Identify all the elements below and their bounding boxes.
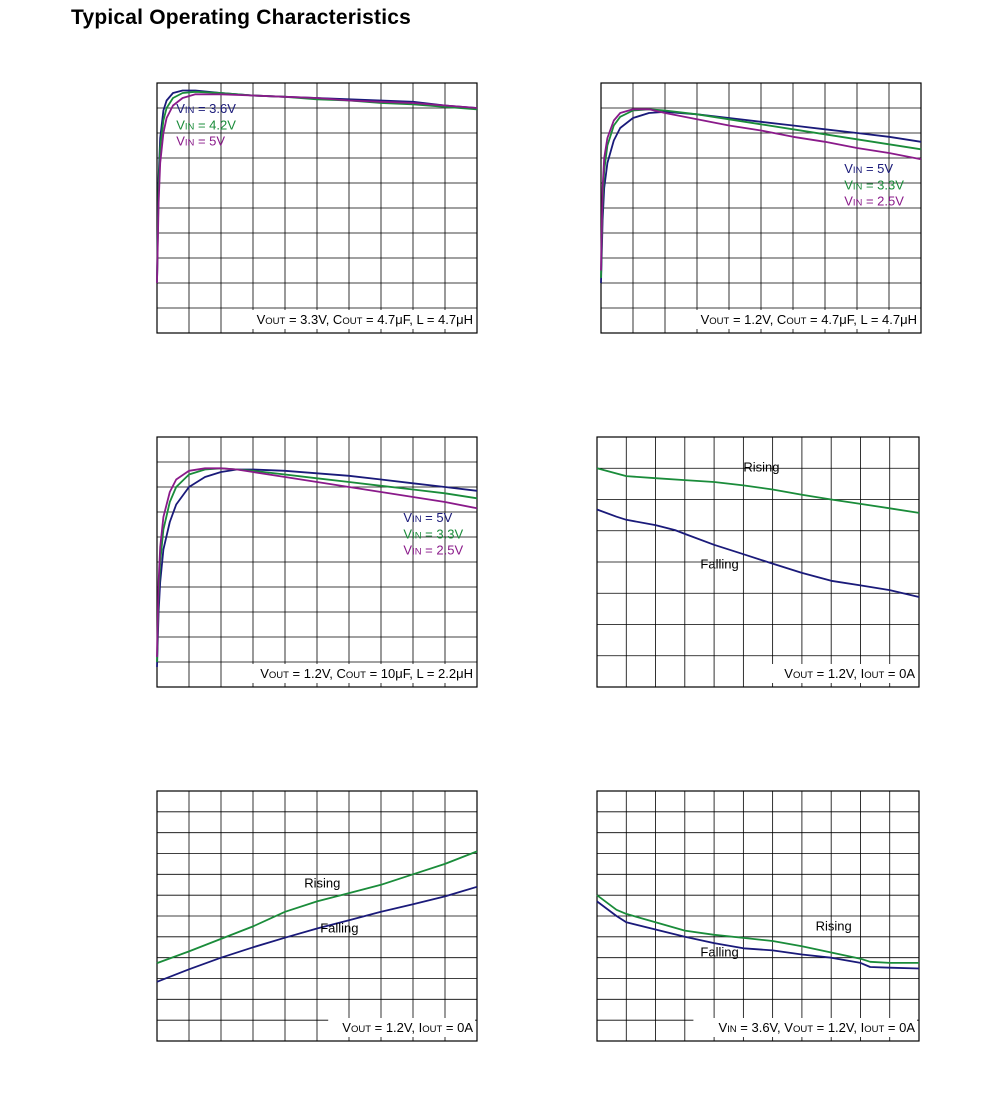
series-label: VIN = 2.5V bbox=[403, 543, 463, 558]
condition-background bbox=[238, 310, 475, 329]
series-label: Falling bbox=[320, 921, 358, 936]
series-line-1 bbox=[156, 850, 478, 964]
page-title: Typical Operating Characteristics bbox=[71, 6, 411, 29]
series-label: VIN = 5V bbox=[844, 161, 893, 176]
condition-background bbox=[245, 664, 475, 683]
condition-background bbox=[770, 664, 917, 683]
series-line-2 bbox=[596, 900, 920, 970]
series-line-1 bbox=[596, 467, 920, 514]
test-condition-note: VOUT = 1.2V, IOUT = 0A bbox=[342, 1020, 473, 1035]
series-label: VIN = 3.3V bbox=[844, 177, 904, 192]
series-label: VIN = 5V bbox=[176, 134, 225, 149]
series-line-3 bbox=[600, 108, 922, 271]
series-label: Falling bbox=[700, 945, 738, 960]
series-line-2 bbox=[596, 508, 920, 598]
series-label: Rising bbox=[743, 459, 779, 474]
series-line-1 bbox=[156, 468, 478, 668]
test-condition-note: VOUT = 1.2V, IOUT = 0A bbox=[784, 666, 915, 681]
series-label: VIN = 2.5V bbox=[844, 194, 904, 209]
condition-background bbox=[693, 1018, 917, 1037]
series-line-1 bbox=[600, 110, 922, 284]
series-line-3 bbox=[156, 93, 478, 284]
series-line-2 bbox=[156, 885, 478, 983]
test-condition-note: VIN = 3.6V, VOUT = 1.2V, IOUT = 0A bbox=[719, 1020, 916, 1035]
plot-frame bbox=[156, 436, 478, 688]
plot-frame bbox=[156, 790, 478, 1042]
series-label: VIN = 5V bbox=[403, 510, 452, 525]
series-line-2 bbox=[156, 90, 478, 284]
series-line-3 bbox=[156, 467, 478, 658]
plot-frame bbox=[596, 790, 920, 1042]
chart-en-threshold-vs-temperature: Rising Falling VIN = 3.6V, VOUT = 1.2V, IO… bbox=[596, 790, 920, 1042]
series-label: VIN = 4.2V bbox=[176, 117, 236, 132]
chart-en-threshold-vs-input-voltage: Rising Falling VOUT = 1.2V, IOUT = 0A bbox=[156, 790, 478, 1042]
test-condition-note: VOUT = 1.2V, COUT = 4.7μF, L = 4.7μH bbox=[701, 312, 917, 327]
series-label: VIN = 3.3V bbox=[403, 526, 463, 541]
series-label: Rising bbox=[816, 919, 852, 934]
plot-frame bbox=[596, 436, 920, 688]
series-label: VIN = 3.6V bbox=[176, 101, 236, 116]
series-line-2 bbox=[600, 108, 922, 279]
plot-frame bbox=[600, 82, 922, 334]
series-line-1 bbox=[596, 894, 919, 964]
condition-background bbox=[328, 1018, 475, 1037]
test-condition-note: VOUT = 3.3V, COUT = 4.7μF, L = 4.7μH bbox=[257, 312, 473, 327]
condition-background bbox=[682, 310, 919, 329]
plot-frame bbox=[156, 82, 478, 334]
series-label: Falling bbox=[700, 556, 738, 571]
series-label: Rising bbox=[304, 876, 340, 891]
chart-uvlo-voltage-vs-temperature: Rising Falling VOUT = 1.2V, IOUT = 0A bbox=[596, 436, 920, 688]
test-condition-note: VOUT = 1.2V, COUT = 10μF, L = 2.2μH bbox=[260, 666, 473, 681]
